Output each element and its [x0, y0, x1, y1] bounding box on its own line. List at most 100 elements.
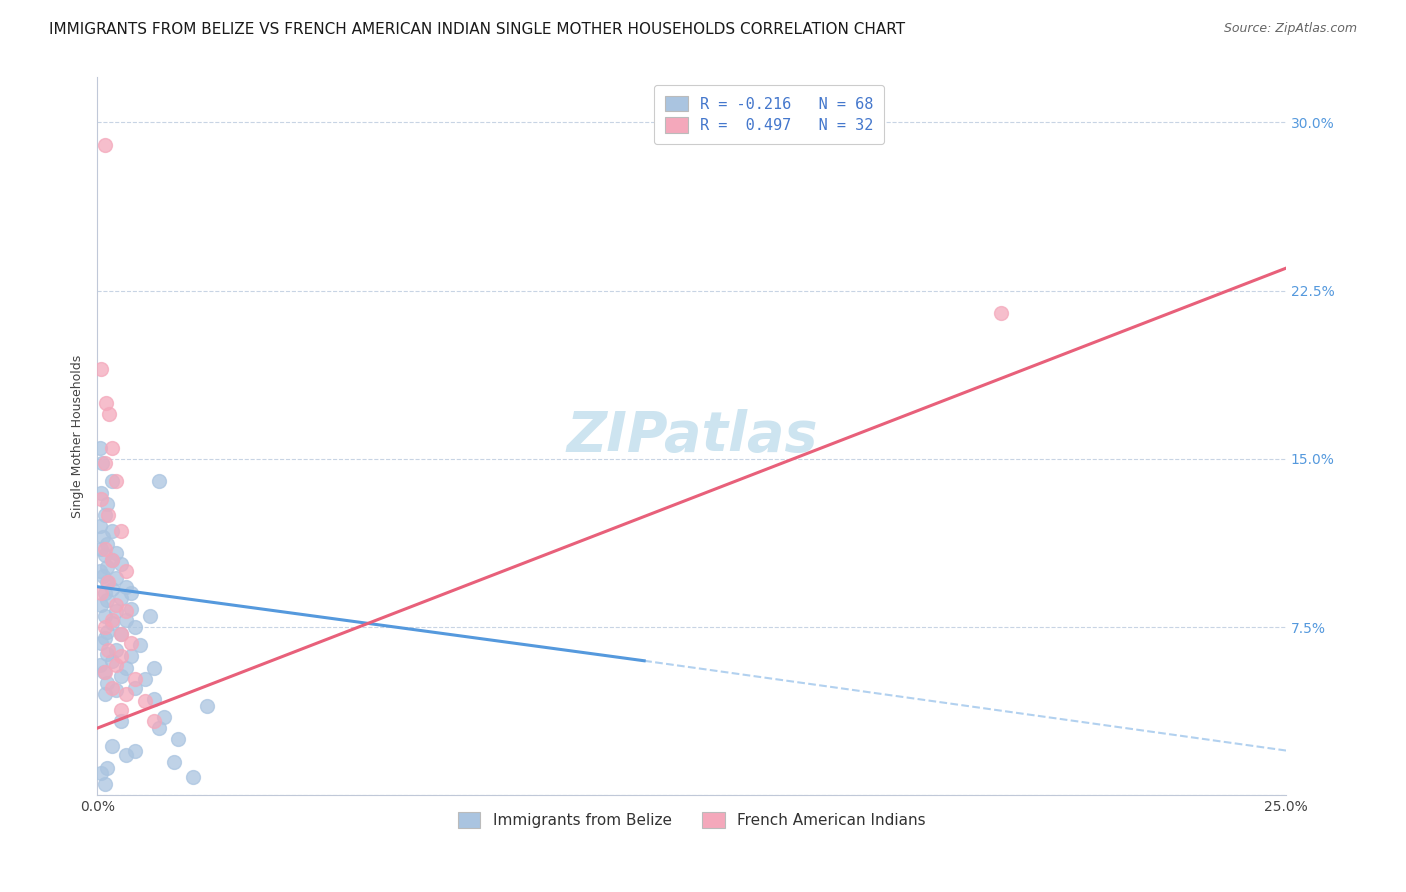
Point	[97, 508, 120, 522]
Point	[143, 660, 166, 674]
Point	[90, 362, 112, 376]
Point	[990, 306, 1012, 320]
Point	[120, 586, 142, 600]
Point	[134, 672, 156, 686]
Point	[100, 615, 122, 630]
Point	[115, 564, 138, 578]
Point	[100, 614, 122, 628]
Point	[110, 627, 132, 641]
Point	[89, 519, 111, 533]
Point	[90, 485, 112, 500]
Point	[90, 586, 112, 600]
Point	[148, 721, 170, 735]
Y-axis label: Single Mother Households: Single Mother Households	[72, 355, 84, 518]
Point	[100, 441, 122, 455]
Point	[96, 537, 118, 551]
Point	[115, 614, 138, 628]
Point	[93, 549, 115, 563]
Point	[94, 396, 117, 410]
Point	[100, 553, 122, 567]
Point	[167, 732, 190, 747]
Point	[93, 456, 115, 470]
Point	[124, 672, 146, 686]
Point	[96, 647, 118, 661]
Point	[110, 703, 132, 717]
Point	[100, 654, 122, 668]
Point	[110, 591, 132, 605]
Point	[93, 620, 115, 634]
Point	[110, 524, 132, 538]
Point	[93, 608, 115, 623]
Point	[115, 660, 138, 674]
Point	[110, 558, 132, 572]
Point	[96, 624, 118, 639]
Point	[93, 665, 115, 679]
Point	[115, 604, 138, 618]
Point	[100, 553, 122, 567]
Point	[91, 568, 114, 582]
Point	[91, 456, 114, 470]
Point	[110, 714, 132, 729]
Text: IMMIGRANTS FROM BELIZE VS FRENCH AMERICAN INDIAN SINGLE MOTHER HOUSEHOLDS CORREL: IMMIGRANTS FROM BELIZE VS FRENCH AMERICA…	[49, 22, 905, 37]
Point	[100, 475, 122, 489]
Point	[100, 582, 122, 596]
Point	[98, 407, 121, 421]
Point	[105, 682, 128, 697]
Point	[115, 688, 138, 702]
Point	[120, 649, 142, 664]
Point	[90, 766, 112, 780]
Point	[129, 638, 152, 652]
Point	[93, 586, 115, 600]
Point	[97, 642, 120, 657]
Point	[115, 747, 138, 762]
Point	[93, 688, 115, 702]
Text: Source: ZipAtlas.com: Source: ZipAtlas.com	[1223, 22, 1357, 36]
Point	[115, 580, 138, 594]
Point	[148, 475, 170, 489]
Point	[93, 508, 115, 522]
Point	[93, 632, 115, 646]
Point	[93, 665, 115, 679]
Point	[143, 714, 166, 729]
Point	[89, 658, 111, 673]
Point	[91, 530, 114, 544]
Point	[120, 636, 142, 650]
Point	[90, 541, 112, 556]
Point	[124, 743, 146, 757]
Point	[96, 762, 118, 776]
Point	[96, 497, 118, 511]
Point	[134, 694, 156, 708]
Point	[110, 669, 132, 683]
Point	[93, 777, 115, 791]
Point	[93, 137, 115, 152]
Point	[89, 564, 111, 578]
Point	[90, 636, 112, 650]
Point	[90, 492, 112, 507]
Point	[97, 575, 120, 590]
Point	[105, 546, 128, 560]
Point	[105, 658, 128, 673]
Point	[153, 710, 176, 724]
Point	[143, 692, 166, 706]
Point	[90, 598, 112, 612]
Point	[96, 575, 118, 590]
Point	[124, 681, 146, 695]
Point	[96, 593, 118, 607]
Point	[105, 604, 128, 618]
Point	[105, 642, 128, 657]
Point	[110, 649, 132, 664]
Point	[195, 698, 218, 713]
Text: ZIPatlas: ZIPatlas	[567, 409, 817, 464]
Point	[181, 771, 204, 785]
Point	[93, 541, 115, 556]
Point	[105, 571, 128, 585]
Legend: Immigrants from Belize, French American Indians: Immigrants from Belize, French American …	[451, 806, 932, 834]
Point	[105, 475, 128, 489]
Point	[110, 627, 132, 641]
Point	[105, 598, 128, 612]
Point	[138, 608, 160, 623]
Point	[162, 755, 184, 769]
Point	[100, 524, 122, 538]
Point	[100, 681, 122, 695]
Point	[96, 676, 118, 690]
